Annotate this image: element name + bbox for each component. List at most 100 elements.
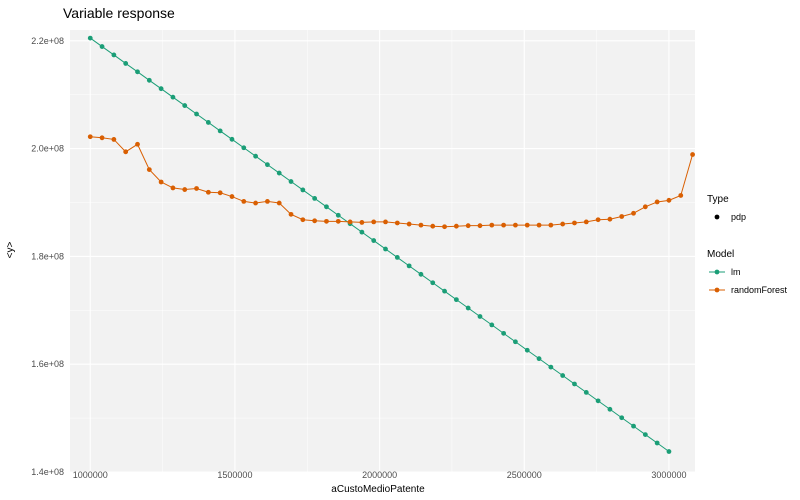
data-point-randomforest [289, 212, 294, 217]
data-point-randomforest [655, 200, 660, 205]
data-point-lm [489, 323, 494, 328]
data-point-lm [182, 103, 187, 108]
data-point-randomforest [277, 201, 282, 206]
y-axis-ticks: 1.4e+081.6e+081.8e+082.0e+082.2e+08 [31, 36, 64, 477]
legend-randomforest-marker [715, 288, 720, 293]
x-tick-label: 3000000 [651, 470, 686, 480]
data-point-randomforest [572, 221, 577, 226]
y-tick-label: 1.8e+08 [31, 251, 64, 261]
data-point-lm [501, 331, 506, 336]
y-tick-label: 1.6e+08 [31, 359, 64, 369]
data-point-randomforest [608, 217, 613, 222]
data-point-randomforest [300, 217, 305, 222]
data-point-lm [466, 306, 471, 311]
data-point-randomforest [171, 186, 176, 191]
data-point-randomforest [667, 198, 672, 203]
data-point-lm [631, 424, 636, 429]
data-point-randomforest [348, 219, 353, 224]
data-point-lm [312, 196, 317, 201]
data-point-randomforest [123, 149, 128, 154]
data-point-lm [159, 86, 164, 91]
data-point-lm [218, 129, 223, 134]
data-point-lm [407, 263, 412, 268]
data-point-lm [371, 238, 376, 243]
data-point-randomforest [88, 134, 93, 139]
data-point-randomforest [383, 219, 388, 224]
data-point-lm [359, 230, 364, 235]
data-point-lm [537, 356, 542, 361]
legend-lm-label: lm [731, 267, 741, 277]
data-point-lm [655, 441, 660, 446]
data-point-lm [111, 53, 116, 58]
data-point-lm [300, 188, 305, 193]
data-point-lm [513, 339, 518, 344]
data-point-randomforest [111, 137, 116, 142]
data-point-randomforest [537, 223, 542, 228]
x-tick-label: 1500000 [217, 470, 252, 480]
data-point-lm [643, 432, 648, 437]
x-tick-label: 2000000 [362, 470, 397, 480]
data-point-lm [100, 44, 105, 49]
data-point-randomforest [312, 218, 317, 223]
data-point-randomforest [513, 223, 518, 228]
data-point-lm [383, 247, 388, 252]
data-point-randomforest [218, 190, 223, 195]
data-point-randomforest [359, 220, 364, 225]
data-point-randomforest [407, 222, 412, 227]
data-point-randomforest [501, 223, 506, 228]
data-point-lm [253, 154, 258, 159]
data-point-randomforest [442, 224, 447, 229]
legend-type-pdp-marker [715, 215, 720, 220]
data-point-randomforest [147, 167, 152, 172]
data-point-randomforest [371, 219, 376, 224]
data-point-randomforest [194, 186, 199, 191]
data-point-lm [454, 297, 459, 302]
data-point-lm [324, 204, 329, 209]
data-point-randomforest [596, 217, 601, 222]
data-point-randomforest [548, 223, 553, 228]
data-point-lm [206, 120, 211, 125]
data-point-lm [525, 348, 530, 353]
data-point-lm [619, 415, 624, 420]
data-point-randomforest [478, 223, 483, 228]
data-point-lm [241, 145, 246, 150]
data-point-randomforest [584, 219, 589, 224]
data-point-lm [277, 171, 282, 176]
y-tick-label: 1.4e+08 [31, 467, 64, 477]
legend-type-pdp-label: pdp [731, 212, 746, 222]
legend-type-title: Type [707, 194, 729, 205]
data-point-lm [572, 382, 577, 387]
data-point-randomforest [454, 224, 459, 229]
data-point-randomforest [230, 194, 235, 199]
data-point-lm [336, 213, 341, 218]
data-point-randomforest [690, 152, 695, 157]
data-point-randomforest [182, 187, 187, 192]
data-point-randomforest [631, 211, 636, 216]
data-point-randomforest [241, 199, 246, 204]
data-point-lm [88, 36, 93, 41]
legend-randomforest-label: randomForest [731, 285, 788, 295]
data-point-randomforest [135, 142, 140, 147]
data-point-lm [147, 78, 152, 83]
data-point-lm [419, 272, 424, 277]
data-point-randomforest [253, 201, 258, 206]
data-point-randomforest [100, 135, 105, 140]
data-point-randomforest [265, 199, 270, 204]
data-point-lm [123, 61, 128, 66]
data-point-lm [667, 449, 672, 454]
data-point-randomforest [489, 223, 494, 228]
data-point-randomforest [395, 221, 400, 226]
y-tick-label: 2.2e+08 [31, 36, 64, 46]
data-point-randomforest [560, 222, 565, 227]
data-point-lm [430, 280, 435, 285]
data-point-randomforest [466, 223, 471, 228]
data-point-randomforest [430, 224, 435, 229]
data-point-lm [265, 162, 270, 167]
data-point-lm [395, 255, 400, 260]
data-point-randomforest [525, 223, 530, 228]
x-tick-label: 2500000 [507, 470, 542, 480]
data-point-randomforest [159, 180, 164, 185]
data-point-randomforest [206, 190, 211, 195]
data-point-lm [584, 390, 589, 395]
